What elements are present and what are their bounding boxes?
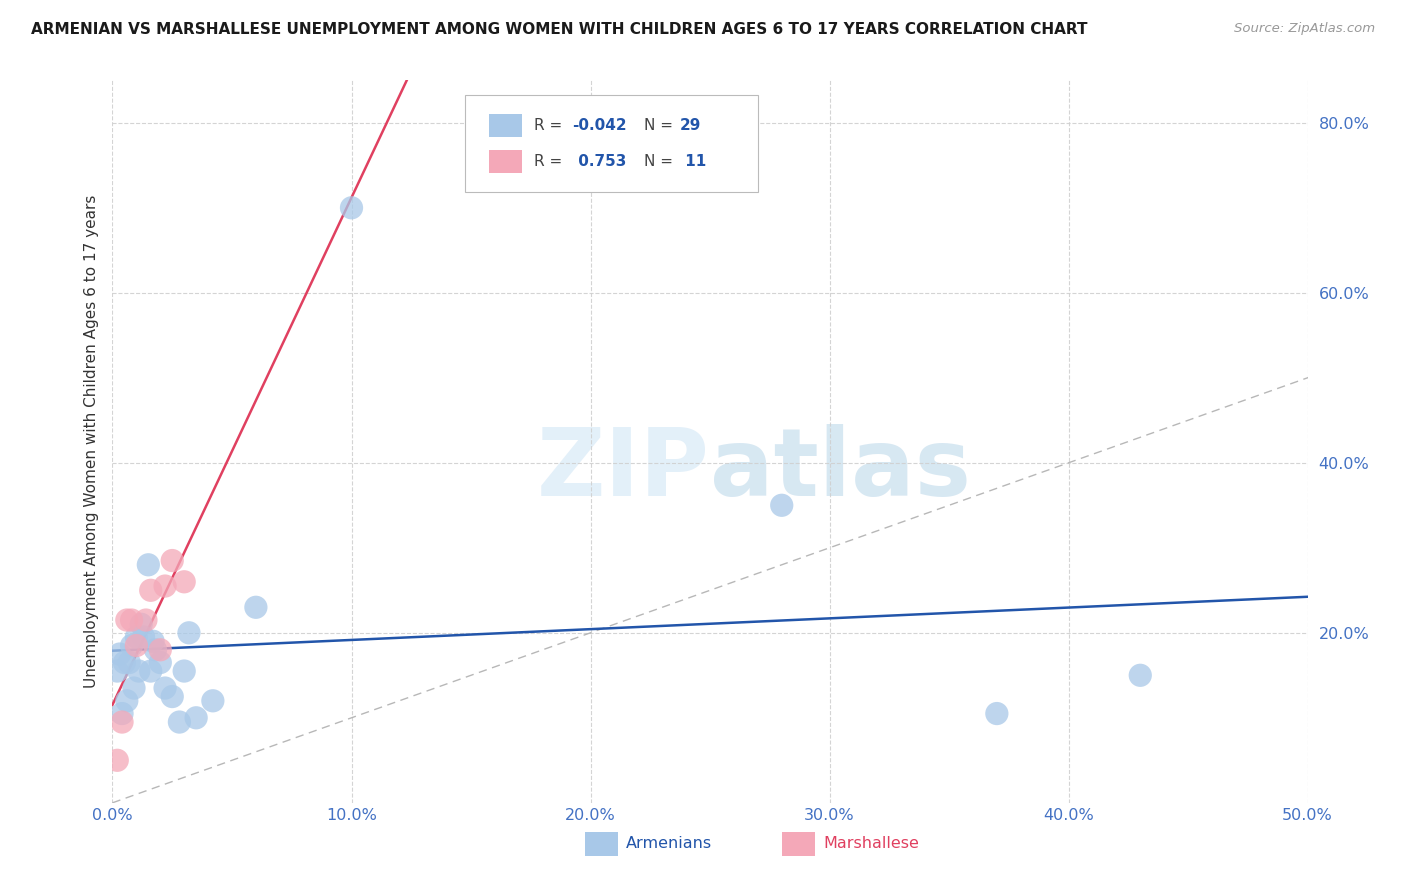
- Point: [111, 714, 134, 729]
- FancyBboxPatch shape: [782, 832, 815, 855]
- Point: [153, 681, 176, 695]
- Point: [245, 600, 267, 615]
- Point: [125, 630, 148, 644]
- FancyBboxPatch shape: [465, 95, 758, 193]
- Point: [145, 642, 167, 657]
- Text: Armenians: Armenians: [627, 837, 713, 852]
- Point: [105, 753, 128, 767]
- Point: [138, 558, 160, 572]
- Point: [986, 706, 1008, 721]
- Point: [125, 639, 148, 653]
- Point: [135, 613, 157, 627]
- Y-axis label: Unemployment Among Women with Children Ages 6 to 17 years: Unemployment Among Women with Children A…: [83, 194, 98, 689]
- Point: [132, 630, 155, 644]
- Point: [121, 639, 143, 653]
- FancyBboxPatch shape: [489, 150, 523, 173]
- Point: [169, 714, 191, 729]
- Point: [149, 642, 172, 657]
- Point: [142, 634, 165, 648]
- FancyBboxPatch shape: [489, 113, 523, 136]
- Text: 29: 29: [681, 118, 702, 133]
- Point: [122, 681, 145, 695]
- Point: [186, 711, 208, 725]
- Point: [162, 553, 183, 567]
- Point: [118, 656, 141, 670]
- Point: [162, 690, 183, 704]
- Text: R =: R =: [534, 154, 568, 169]
- Point: [108, 647, 131, 661]
- Point: [201, 694, 224, 708]
- FancyBboxPatch shape: [585, 832, 619, 855]
- Point: [173, 664, 195, 678]
- Point: [121, 613, 143, 627]
- Point: [114, 656, 135, 670]
- Text: N =: N =: [644, 118, 678, 133]
- Point: [115, 613, 138, 627]
- Point: [105, 664, 128, 678]
- Text: ARMENIAN VS MARSHALLESE UNEMPLOYMENT AMONG WOMEN WITH CHILDREN AGES 6 TO 17 YEAR: ARMENIAN VS MARSHALLESE UNEMPLOYMENT AMO…: [31, 22, 1087, 37]
- Text: Source: ZipAtlas.com: Source: ZipAtlas.com: [1234, 22, 1375, 36]
- Point: [139, 664, 162, 678]
- Point: [340, 201, 363, 215]
- Text: atlas: atlas: [710, 425, 972, 516]
- Text: -0.042: -0.042: [572, 118, 627, 133]
- Point: [128, 664, 150, 678]
- Text: ZIP: ZIP: [537, 425, 710, 516]
- Text: R =: R =: [534, 118, 568, 133]
- Point: [770, 498, 793, 512]
- Text: 0.753: 0.753: [572, 154, 626, 169]
- Text: N =: N =: [644, 154, 678, 169]
- Point: [139, 583, 162, 598]
- Text: 11: 11: [681, 154, 706, 169]
- Point: [115, 694, 138, 708]
- Point: [149, 656, 172, 670]
- Point: [173, 574, 195, 589]
- Point: [129, 617, 152, 632]
- Point: [177, 625, 200, 640]
- Text: Marshallese: Marshallese: [824, 837, 920, 852]
- Point: [153, 579, 176, 593]
- Point: [1129, 668, 1152, 682]
- Point: [111, 706, 134, 721]
